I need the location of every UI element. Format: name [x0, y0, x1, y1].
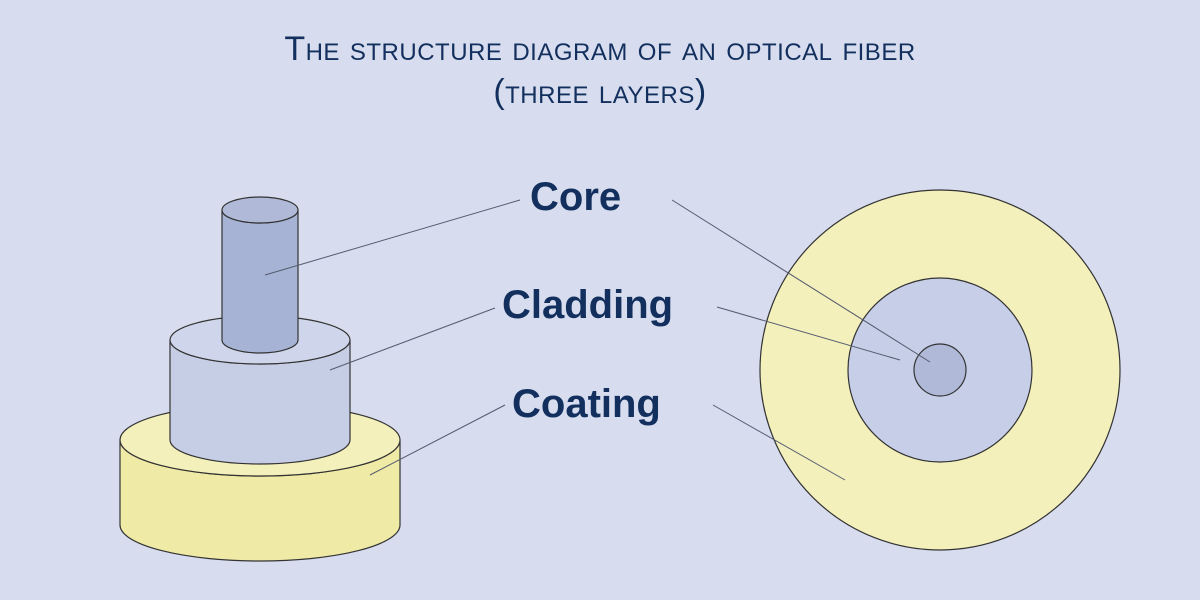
label-coating: Coating [512, 382, 661, 427]
side-core-side [222, 210, 298, 353]
cross-core [914, 344, 966, 396]
label-cladding: Cladding [502, 283, 673, 328]
side-core-top [222, 197, 298, 223]
leader-left-cladding [330, 308, 495, 370]
leader-left-core [265, 200, 520, 275]
label-core: Core [530, 175, 621, 220]
